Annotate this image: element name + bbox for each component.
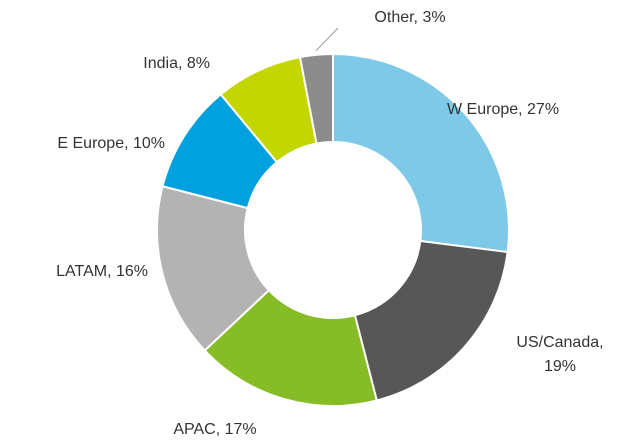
slice-label: India, 8% — [143, 55, 210, 72]
slice-label: W Europe, 27% — [447, 101, 559, 118]
slice-label: Other, 3% — [374, 9, 445, 26]
donut-slice — [203, 288, 378, 407]
donut-slice — [353, 239, 509, 402]
slice-label: US/Canada, 19% — [516, 334, 603, 375]
donut-slice — [298, 52, 334, 145]
leader-line — [315, 27, 339, 52]
donut-slice — [332, 52, 510, 254]
donut-slice — [156, 185, 271, 352]
slice-label: APAC, 17% — [173, 421, 256, 438]
slice-label: E Europe, 10% — [57, 135, 165, 152]
slice-label: LATAM, 16% — [56, 263, 148, 280]
